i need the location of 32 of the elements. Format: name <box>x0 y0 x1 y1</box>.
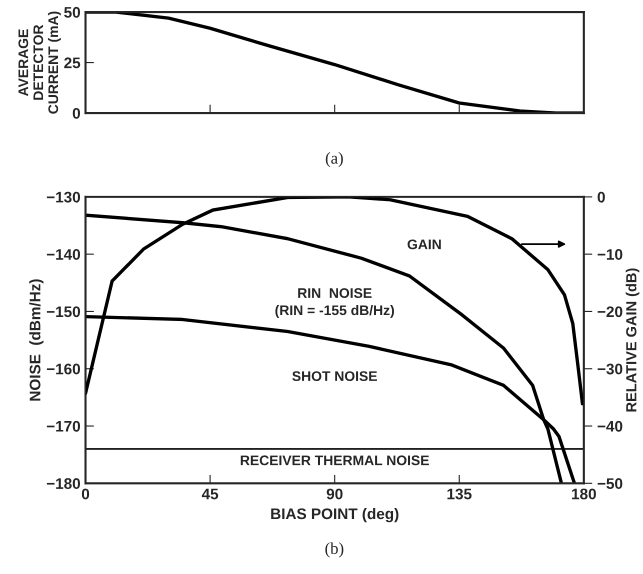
line-series <box>86 12 584 114</box>
y-tick-label: −140 <box>46 249 80 260</box>
y2-tick-label: −20 <box>598 306 622 318</box>
y2-axis-title: RELATIVE GAIN (dB) <box>626 268 640 412</box>
y-tick-label: −150 <box>46 306 80 318</box>
text: (b) <box>325 542 344 558</box>
y-tick-label: −170 <box>46 420 80 432</box>
y-tick-label: 50 <box>64 6 80 18</box>
x-tick-label: 45 <box>202 488 218 500</box>
series-label: RIN NOISE <box>298 288 372 298</box>
series-label: SHOT NOISE <box>292 371 377 382</box>
y-axis-title: NOISE (dBm/Hz) <box>29 279 44 401</box>
ref-line-label: RECEIVER THERMAL NOISE <box>240 455 429 466</box>
text: GAIN <box>408 239 441 250</box>
x-tick-label: 180 <box>572 488 596 500</box>
x-tick-label: 0 <box>82 488 90 500</box>
y-tick-label: −180 <box>46 478 80 489</box>
y2-tick-label: 0 <box>598 192 605 203</box>
x-axis-title: BIAS POINT (deg) <box>271 508 398 522</box>
y2-tick-label: −50 <box>598 478 622 489</box>
y-tick-label: −160 <box>46 364 80 374</box>
y2-tick-label: −10 <box>598 249 622 260</box>
y-tick-label: 0 <box>72 108 80 119</box>
y-tick-label: 25 <box>64 57 80 68</box>
annotation: (RIN = -155 dB/Hz) <box>275 304 394 318</box>
y-tick-label: −130 <box>46 192 80 203</box>
y-axis-title: AVERAGE DETECTOR CURRENT (mA) <box>18 12 61 114</box>
text: (a) <box>326 152 343 168</box>
x-tick-label: 90 <box>326 488 343 500</box>
x-tick-label: 135 <box>447 488 472 500</box>
y2-tick-label: −30 <box>598 364 622 374</box>
y2-tick-label: −40 <box>598 420 622 432</box>
